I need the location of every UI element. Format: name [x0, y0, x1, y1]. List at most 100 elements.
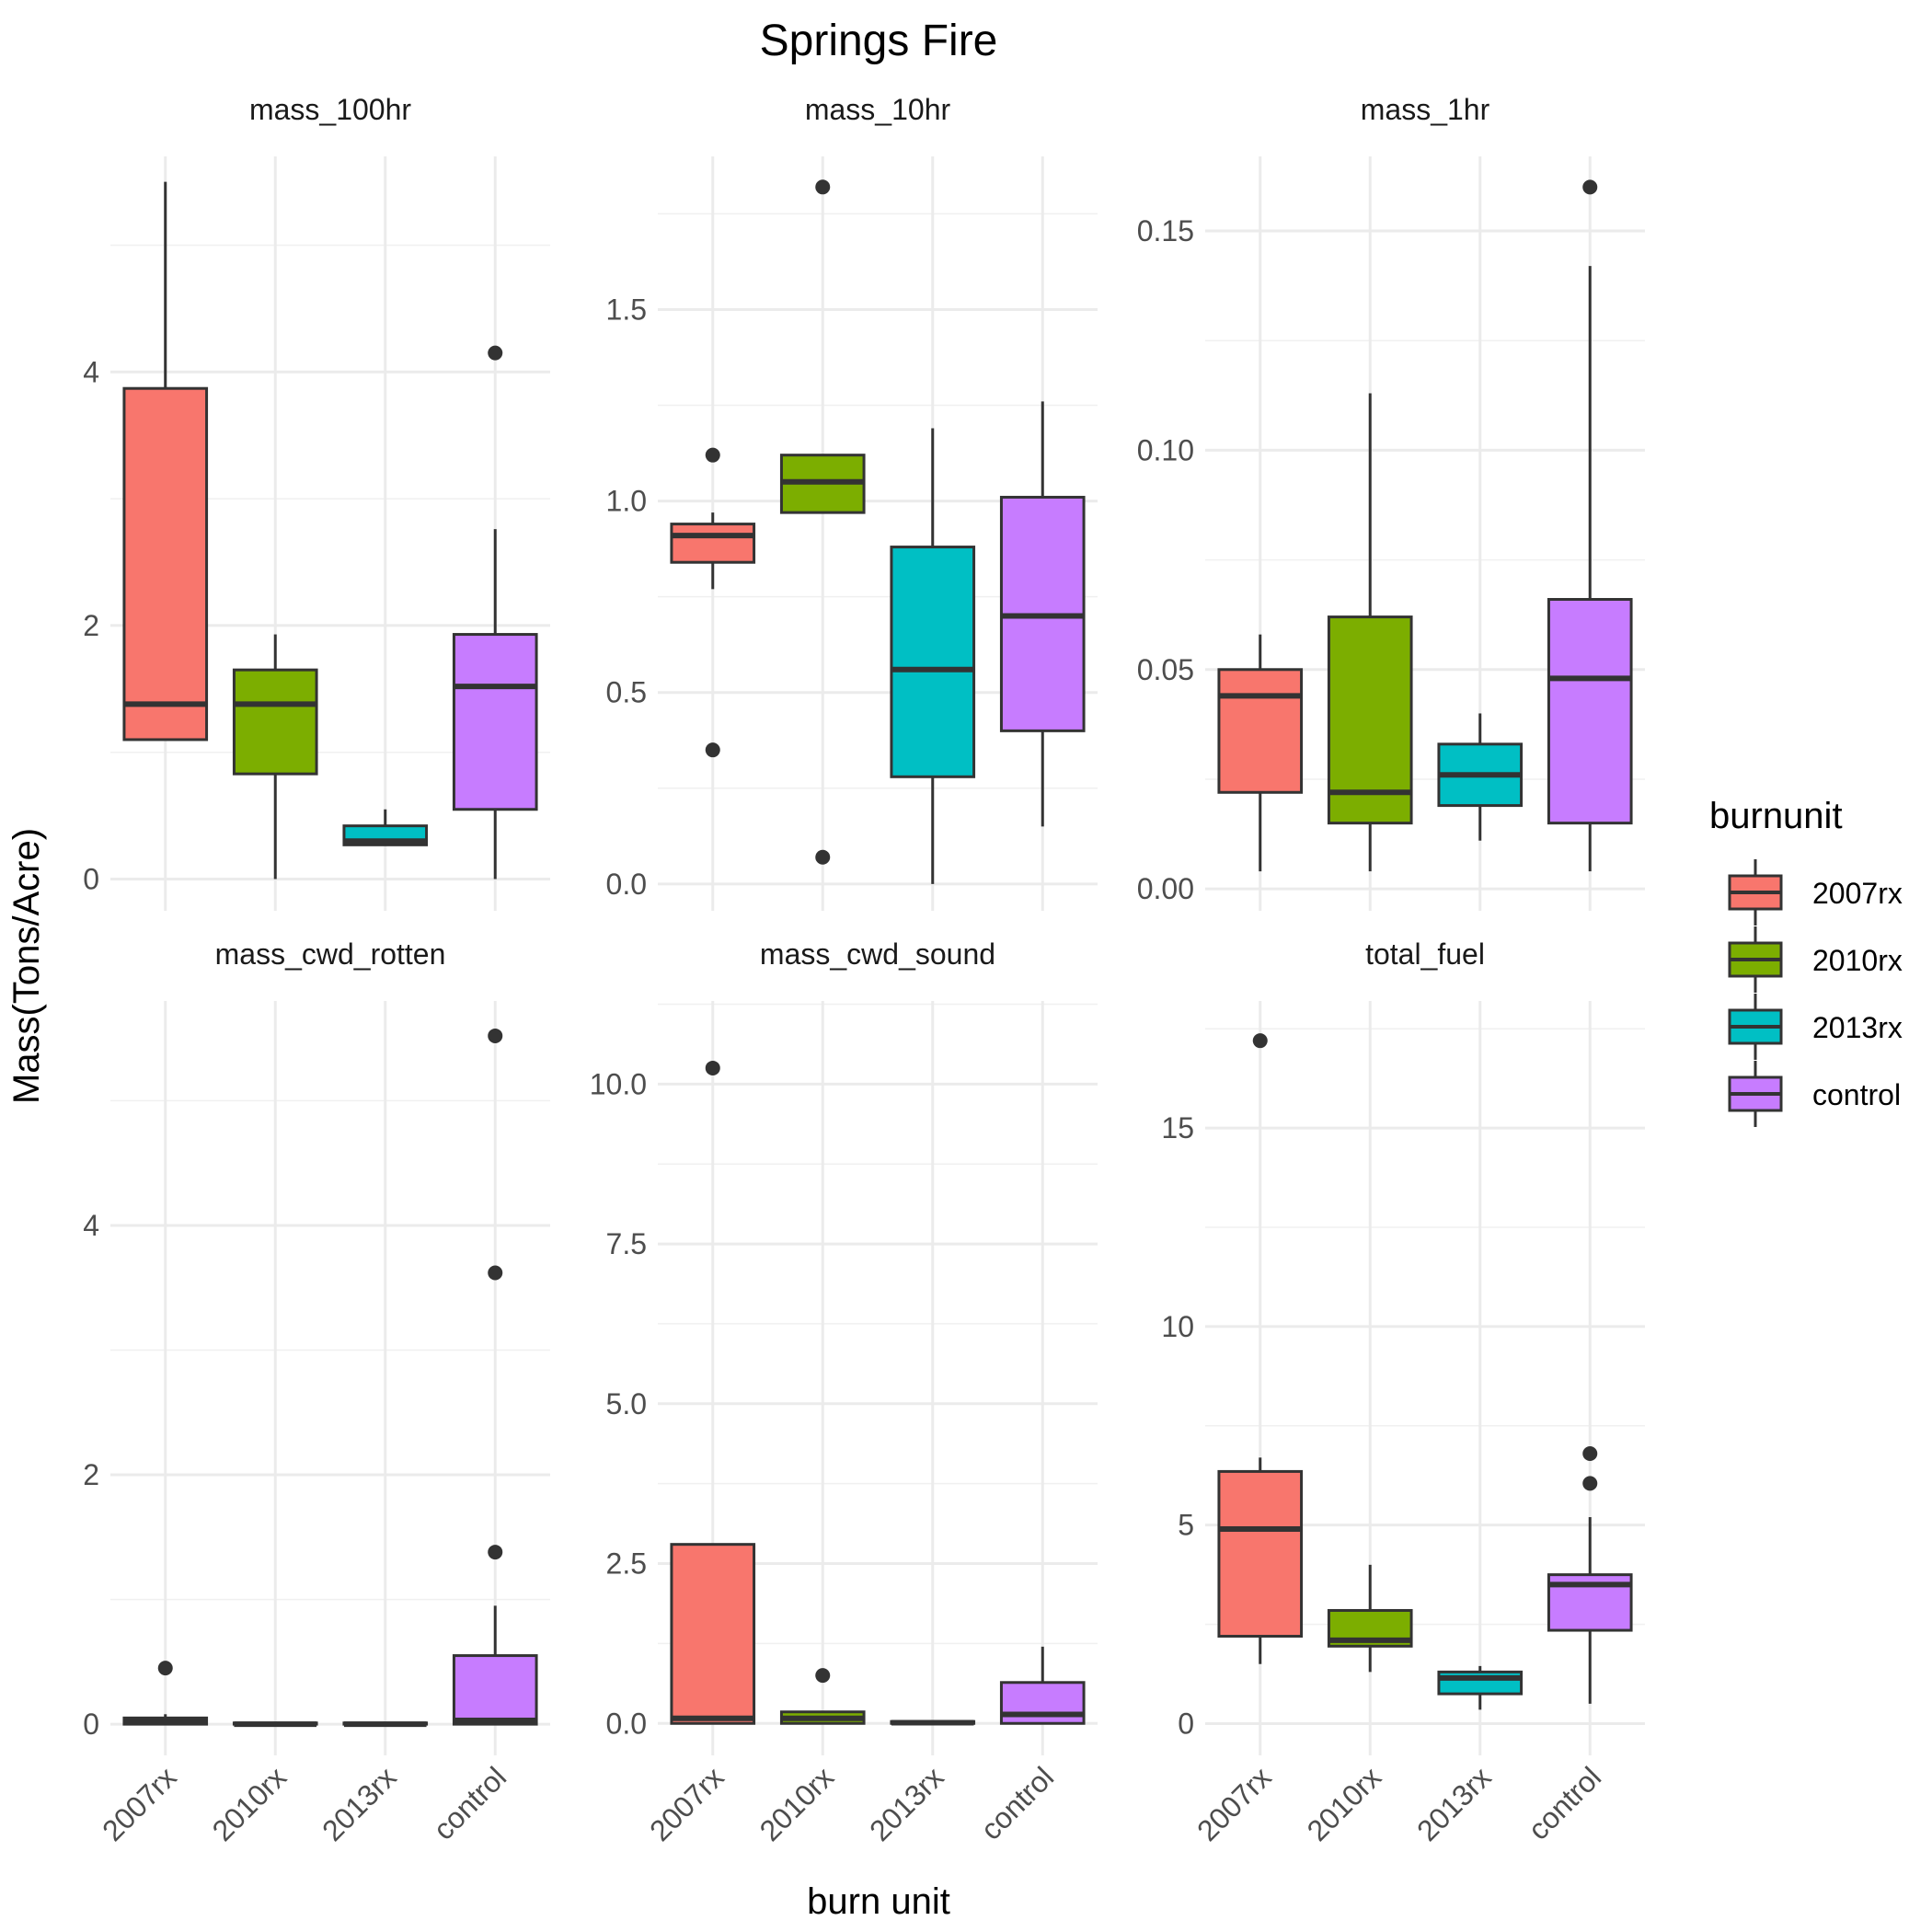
facet-panels: mass_100hr024mass_10hr0.00.51.01.5mass_1…	[83, 93, 1645, 1847]
chart-title: Springs Fire	[760, 17, 998, 65]
legend: burnunit 2007rx 2010rx 2013rx control	[1709, 796, 1903, 1127]
y-tick-label: 2	[83, 609, 99, 642]
facet-strip-label: mass_100hr	[249, 93, 411, 126]
legend-entry-2007rx: 2007rx	[1728, 859, 1903, 926]
box-iqr	[122, 386, 209, 742]
y-tick-label: 2	[83, 1458, 99, 1491]
box-iqr	[999, 1681, 1086, 1725]
y-tick-label: 0.00	[1137, 872, 1194, 905]
box-2010rx	[779, 1668, 866, 1725]
outlier-point	[815, 1668, 831, 1684]
y-tick-label: 4	[83, 1209, 99, 1242]
legend-entry-2013rx: 2013rx	[1728, 994, 1903, 1060]
outlier-point	[815, 849, 831, 865]
outlier-point	[1582, 1476, 1598, 1491]
box-control	[1547, 179, 1633, 872]
box-2010rx	[779, 179, 866, 865]
box-2007rx	[670, 447, 756, 758]
x-tick-label: control	[974, 1760, 1060, 1846]
y-tick-label: 1.5	[606, 293, 647, 326]
box-2007rx	[122, 181, 209, 742]
y-tick-label: 0.0	[606, 1707, 647, 1740]
box-2007rx	[1217, 634, 1304, 872]
outlier-point	[488, 1265, 503, 1281]
box-control	[1547, 1446, 1633, 1704]
x-tick-label: 2007rx	[643, 1760, 730, 1847]
box-2010rx	[1327, 393, 1413, 872]
box-2013rx	[342, 1721, 429, 1728]
x-tick-label: control	[1522, 1760, 1607, 1846]
facet-mass-1hr: mass_1hr 0.00 0.05 0.10 0.15	[1137, 93, 1645, 911]
box-2010rx	[232, 634, 318, 880]
facet-strip-label: mass_cwd_rotten	[215, 937, 446, 971]
y-tick-label: 4	[83, 355, 99, 388]
y-tick-label: 5	[1178, 1509, 1194, 1542]
facet-total-fuel: total_fuel 0 5 10 15 2007rx 2010rx 2013rx contro…	[1161, 937, 1645, 1847]
legend-label: 2007rx	[1812, 877, 1903, 910]
facet-mass-cwd-sound: mass_cwd_sound 0.0 2.5 5.0 7.5 10.0 2007rx 2010…	[590, 937, 1098, 1847]
legend-title: burnunit	[1709, 796, 1843, 836]
outlier-point	[705, 742, 720, 758]
box-iqr	[670, 523, 756, 564]
y-tick-label: 1.0	[606, 485, 647, 518]
x-tick-label: 2007rx	[1190, 1760, 1278, 1847]
facet-mass-100hr: mass_100hr 0 2 4	[83, 93, 550, 911]
outlier-point	[488, 1545, 503, 1560]
legend-label: control	[1812, 1078, 1901, 1111]
box-2007rx	[670, 1060, 756, 1725]
legend-label: 2010rx	[1812, 944, 1903, 977]
y-tick-label: 0.5	[606, 676, 647, 709]
box-2013rx	[342, 809, 429, 846]
legend-entry-2010rx: 2010rx	[1728, 926, 1903, 993]
box-2013rx	[890, 428, 976, 884]
y-tick-label: 0.0	[606, 868, 647, 901]
box-iqr	[1217, 668, 1304, 794]
x-axis-title: burn unit	[807, 1881, 950, 1922]
outlier-point	[488, 345, 503, 361]
facet-strip-label: mass_1hr	[1361, 93, 1490, 126]
x-tick-label: 2013rx	[1410, 1760, 1498, 1847]
y-tick-label: 15	[1161, 1111, 1194, 1144]
x-tick-label: 2010rx	[206, 1760, 293, 1847]
outlier-point	[705, 1060, 720, 1075]
box-iqr	[670, 1543, 756, 1725]
legend-label: 2013rx	[1812, 1011, 1903, 1044]
y-axis-title: Mass(Tons/Acre)	[6, 828, 47, 1104]
box-iqr	[1217, 1469, 1304, 1639]
x-tick-label: control	[427, 1760, 512, 1846]
x-tick-label: 2007rx	[96, 1760, 183, 1847]
box-2013rx	[1437, 713, 1524, 841]
y-tick-label: 10.0	[590, 1067, 647, 1100]
x-tick-label: 2013rx	[863, 1760, 950, 1847]
facet-strip-label: total_fuel	[1365, 937, 1485, 971]
x-tick-label: 2010rx	[1301, 1760, 1388, 1847]
box-iqr	[452, 633, 538, 811]
box-2013rx	[1437, 1665, 1524, 1710]
outlier-point	[488, 1028, 503, 1043]
legend-entry-control: control	[1728, 1061, 1901, 1127]
y-tick-label: 0	[83, 1708, 99, 1741]
y-tick-label: 5.0	[606, 1387, 647, 1420]
outlier-point	[1252, 1033, 1268, 1049]
outlier-point	[1582, 179, 1598, 195]
y-tick-label: 0.15	[1137, 214, 1194, 247]
y-tick-label: 0.10	[1137, 433, 1194, 466]
box-control	[999, 401, 1086, 827]
y-tick-label: 10	[1161, 1310, 1194, 1343]
box-2013rx	[890, 1719, 976, 1726]
box-control	[452, 1028, 538, 1726]
box-iqr	[1327, 615, 1413, 825]
facet-mass-10hr: mass_10hr 0.0 0.5 1.0 1.5	[606, 93, 1098, 911]
box-iqr	[890, 546, 976, 778]
outlier-point	[157, 1661, 173, 1676]
x-tick-label: 2013rx	[316, 1760, 403, 1847]
y-tick-label: 0.05	[1137, 653, 1194, 686]
box-2007rx	[1217, 1033, 1304, 1664]
x-tick-label: 2010rx	[753, 1760, 841, 1847]
box-control	[999, 1646, 1086, 1725]
box-iqr	[1547, 598, 1633, 825]
outlier-point	[815, 179, 831, 195]
outlier-point	[705, 447, 720, 463]
box-2007rx	[122, 1661, 209, 1726]
